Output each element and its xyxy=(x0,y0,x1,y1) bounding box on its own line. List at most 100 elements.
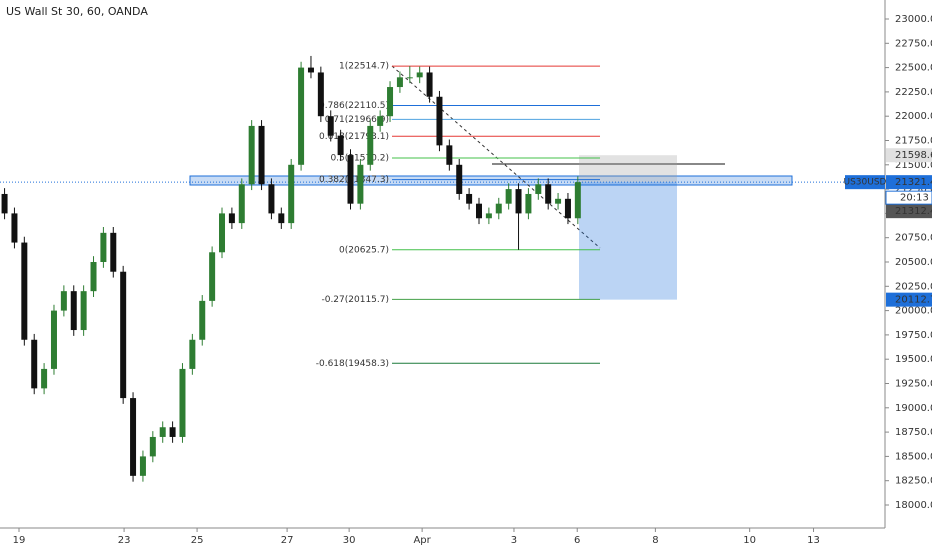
y-tick-label: 20000.0 xyxy=(895,306,932,317)
candle-body xyxy=(564,198,571,219)
candle-body xyxy=(396,77,403,88)
candle-body xyxy=(41,368,48,389)
x-tick-label: 25 xyxy=(191,535,204,546)
candle-body xyxy=(179,368,186,437)
countdown-badge xyxy=(885,190,932,205)
candle-body xyxy=(475,203,482,219)
candle-body xyxy=(416,72,423,78)
y-tick-label: 21750.0 xyxy=(895,136,932,147)
price-badge xyxy=(886,204,932,219)
y-tick-label: 19000.0 xyxy=(895,403,932,414)
candle-body xyxy=(228,213,235,224)
target-zone xyxy=(579,182,677,300)
chart-title: US Wall St 30, 60, OANDA xyxy=(6,5,148,18)
fib-label: 0.5(21570.2) xyxy=(330,153,389,163)
candle-body xyxy=(209,252,216,301)
candle-body xyxy=(120,271,127,399)
candle-body xyxy=(485,213,492,219)
x-tick-label: 10 xyxy=(743,535,756,546)
candle-body xyxy=(100,232,107,262)
y-tick-label: 22250.0 xyxy=(895,87,932,98)
y-tick-label: 21500.0 xyxy=(895,160,932,171)
y-tick-label: 18750.0 xyxy=(895,427,932,438)
candle-body xyxy=(110,232,117,272)
fib-label: 0.382(21347.3) xyxy=(319,175,389,185)
y-tick-label: 18250.0 xyxy=(895,476,932,487)
candle-body xyxy=(574,182,581,219)
candle-body xyxy=(70,291,77,331)
candle-body xyxy=(80,291,87,331)
candle-body xyxy=(11,213,18,243)
candle-body xyxy=(377,116,384,126)
candle-body xyxy=(31,339,38,389)
price-badge-label: 21312.4 xyxy=(895,206,932,217)
candle-body xyxy=(298,67,305,165)
y-tick-label: 20250.0 xyxy=(895,281,932,292)
candle-body xyxy=(169,427,176,437)
candle-body xyxy=(268,184,275,214)
y-tick-label: 20500.0 xyxy=(895,257,932,268)
candle-body xyxy=(130,398,137,476)
y-tick-label: 19750.0 xyxy=(895,330,932,341)
x-tick-label: 13 xyxy=(807,535,820,546)
candle-body xyxy=(446,145,453,165)
countdown-label: 20:13 xyxy=(900,193,929,204)
candle-body xyxy=(357,164,364,204)
candle-body xyxy=(456,164,463,194)
y-tick-label: 22000.0 xyxy=(895,111,932,122)
fib-label: 0(20625.7) xyxy=(339,245,389,255)
symbol-label: US30USD xyxy=(844,178,887,188)
candle-body xyxy=(387,87,394,117)
fib-label: -0.27(20115.7) xyxy=(321,295,389,305)
fib-label: 0.618(21793.1) xyxy=(319,132,389,142)
y-tick-label: 18500.0 xyxy=(895,451,932,462)
x-tick-label: 27 xyxy=(281,535,294,546)
price-badge-label: 21321.4 xyxy=(895,177,932,188)
candle-body xyxy=(426,72,433,97)
candle-body xyxy=(367,125,374,165)
candle-body xyxy=(219,213,226,253)
y-tick-label: 19500.0 xyxy=(895,354,932,365)
candle-body xyxy=(278,213,285,224)
candle-body xyxy=(535,184,542,194)
x-tick-label: 6 xyxy=(574,535,580,546)
candle-body xyxy=(555,198,562,204)
x-tick-label: 8 xyxy=(652,535,658,546)
candle-body xyxy=(545,184,552,204)
y-tick-label: 22750.0 xyxy=(895,38,932,49)
y-tick-label: 20750.0 xyxy=(895,233,932,244)
fib-label: 1(22514.7) xyxy=(339,62,389,72)
candle-body xyxy=(149,436,156,457)
price-badge-label: 20112.7 xyxy=(895,295,932,306)
candle-body xyxy=(248,125,255,185)
candle-body xyxy=(50,310,57,369)
price-badge xyxy=(886,292,932,307)
zone xyxy=(189,175,793,186)
price-badge xyxy=(886,175,932,190)
y-tick-label: 18000.0 xyxy=(895,500,932,511)
candle-body xyxy=(238,184,245,224)
price-badge-label: 21598.6 xyxy=(895,150,932,161)
x-tick-label: 19 xyxy=(13,535,26,546)
x-tick-label: 30 xyxy=(343,535,356,546)
y-tick-label: 23000.0 xyxy=(895,14,932,25)
candle-body xyxy=(258,125,265,185)
candle-body xyxy=(337,135,344,156)
fib-label: -0.618(19458.3) xyxy=(316,359,389,369)
x-tick-label: 23 xyxy=(118,535,131,546)
y-tick-label: 19250.0 xyxy=(895,379,932,390)
candle-body xyxy=(159,427,166,437)
candle-body xyxy=(515,189,522,214)
candle-body xyxy=(288,164,295,224)
candle-body xyxy=(1,193,8,214)
candle-body xyxy=(327,116,334,136)
candle-body xyxy=(347,155,354,204)
candle-body xyxy=(317,72,324,117)
candle-body xyxy=(199,300,206,340)
candle-body xyxy=(189,339,196,369)
fib-label: 0.71(21966.9) xyxy=(325,115,389,125)
y-tick-label: 22500.0 xyxy=(895,63,932,74)
candle-body xyxy=(307,67,314,73)
